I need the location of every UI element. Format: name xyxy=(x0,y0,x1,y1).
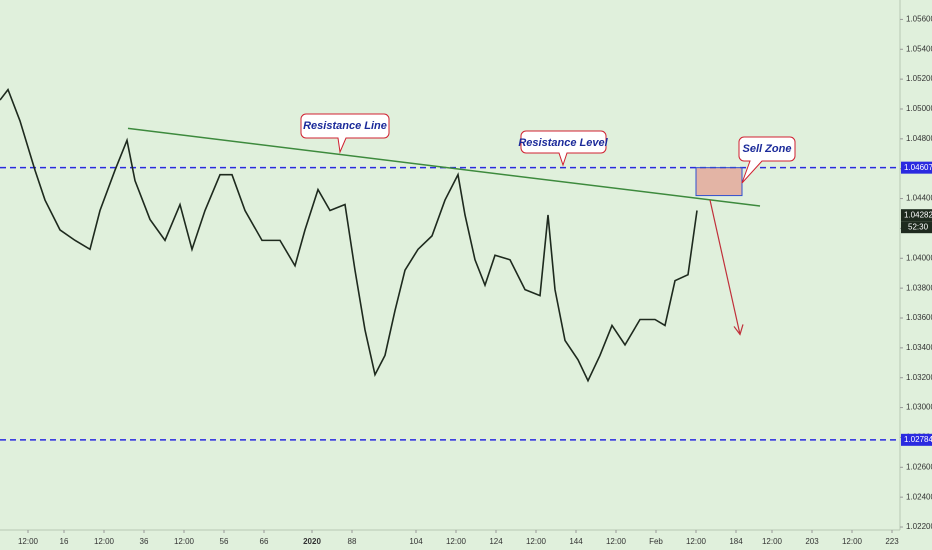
x-tick-label: 56 xyxy=(220,537,229,546)
y-tick-label: 1.05200 xyxy=(906,74,932,83)
x-tick-label: 184 xyxy=(729,537,743,546)
countdown-tag xyxy=(901,221,932,234)
y-tick-label: 1.03200 xyxy=(906,373,932,382)
x-tick-label: 12:00 xyxy=(174,537,195,546)
callout-box xyxy=(520,130,607,167)
annotation: Resistance Level xyxy=(518,137,608,149)
y-tick-label: 1.03600 xyxy=(906,313,932,322)
level-tag xyxy=(901,161,932,174)
x-tick-label: 124 xyxy=(489,537,503,546)
y-tick-label: 1.05000 xyxy=(906,104,932,113)
countdown-label: 52:30 xyxy=(908,222,929,231)
x-tick-label: 104 xyxy=(409,537,423,546)
y-tick-label: 1.04000 xyxy=(906,253,932,262)
callout: Resistance Level xyxy=(518,130,609,167)
last-price-label: 1.04282 xyxy=(904,210,932,219)
y-tick-label: 1.04400 xyxy=(906,194,932,203)
callout-box xyxy=(300,113,390,154)
x-tick-label: 66 xyxy=(260,537,269,546)
y-tick-label: 1.02200 xyxy=(906,522,932,531)
y-tick-label: 1.03000 xyxy=(906,403,932,412)
annotation: Resistance Line xyxy=(303,120,387,132)
price-line xyxy=(0,87,698,383)
annotation: Sell Zone xyxy=(743,143,792,155)
y-tick-label: 1.03400 xyxy=(906,343,932,352)
x-tick-label: 36 xyxy=(140,537,149,546)
callout-box xyxy=(738,136,796,184)
callout: Sell Zone xyxy=(738,136,796,184)
x-tick-label: 12:00 xyxy=(446,537,467,546)
y-tick-label: 1.02600 xyxy=(906,462,932,471)
x-tick-label: 203 xyxy=(805,537,819,546)
x-tick-label: 223 xyxy=(885,537,899,546)
x-tick-label: 12:00 xyxy=(762,537,783,546)
x-tick-label: 12:00 xyxy=(606,537,627,546)
x-tick-label: 12:00 xyxy=(526,537,547,546)
trend-line xyxy=(127,127,761,207)
x-tick-label: 12:00 xyxy=(94,537,115,546)
callout: Resistance Line xyxy=(300,113,390,154)
level-label: 1.02784 xyxy=(904,435,932,444)
x-tick-label: 16 xyxy=(60,537,69,546)
level-tag xyxy=(901,433,932,446)
y-tick-label: 1.02400 xyxy=(906,492,932,501)
arrow-head xyxy=(733,324,744,336)
level-label: 1.04607 xyxy=(904,163,932,172)
x-tick-label: 12:00 xyxy=(842,537,863,546)
y-tick-label: 1.04800 xyxy=(906,134,932,143)
sell-zone xyxy=(695,167,743,197)
x-tick-label: 2020 xyxy=(303,537,321,546)
y-tick-label: 1.03800 xyxy=(906,283,932,292)
x-tick-label: 12:00 xyxy=(686,537,707,546)
y-tick-label: 1.05600 xyxy=(906,15,932,24)
x-tick-label: 144 xyxy=(569,537,583,546)
arrow xyxy=(709,199,741,335)
x-tick-label: 12:00 xyxy=(18,537,39,546)
last-price-tag xyxy=(901,209,932,222)
x-tick-label: Feb xyxy=(649,537,663,546)
y-tick-label: 1.05400 xyxy=(906,44,932,53)
x-tick-label: 88 xyxy=(348,537,357,546)
